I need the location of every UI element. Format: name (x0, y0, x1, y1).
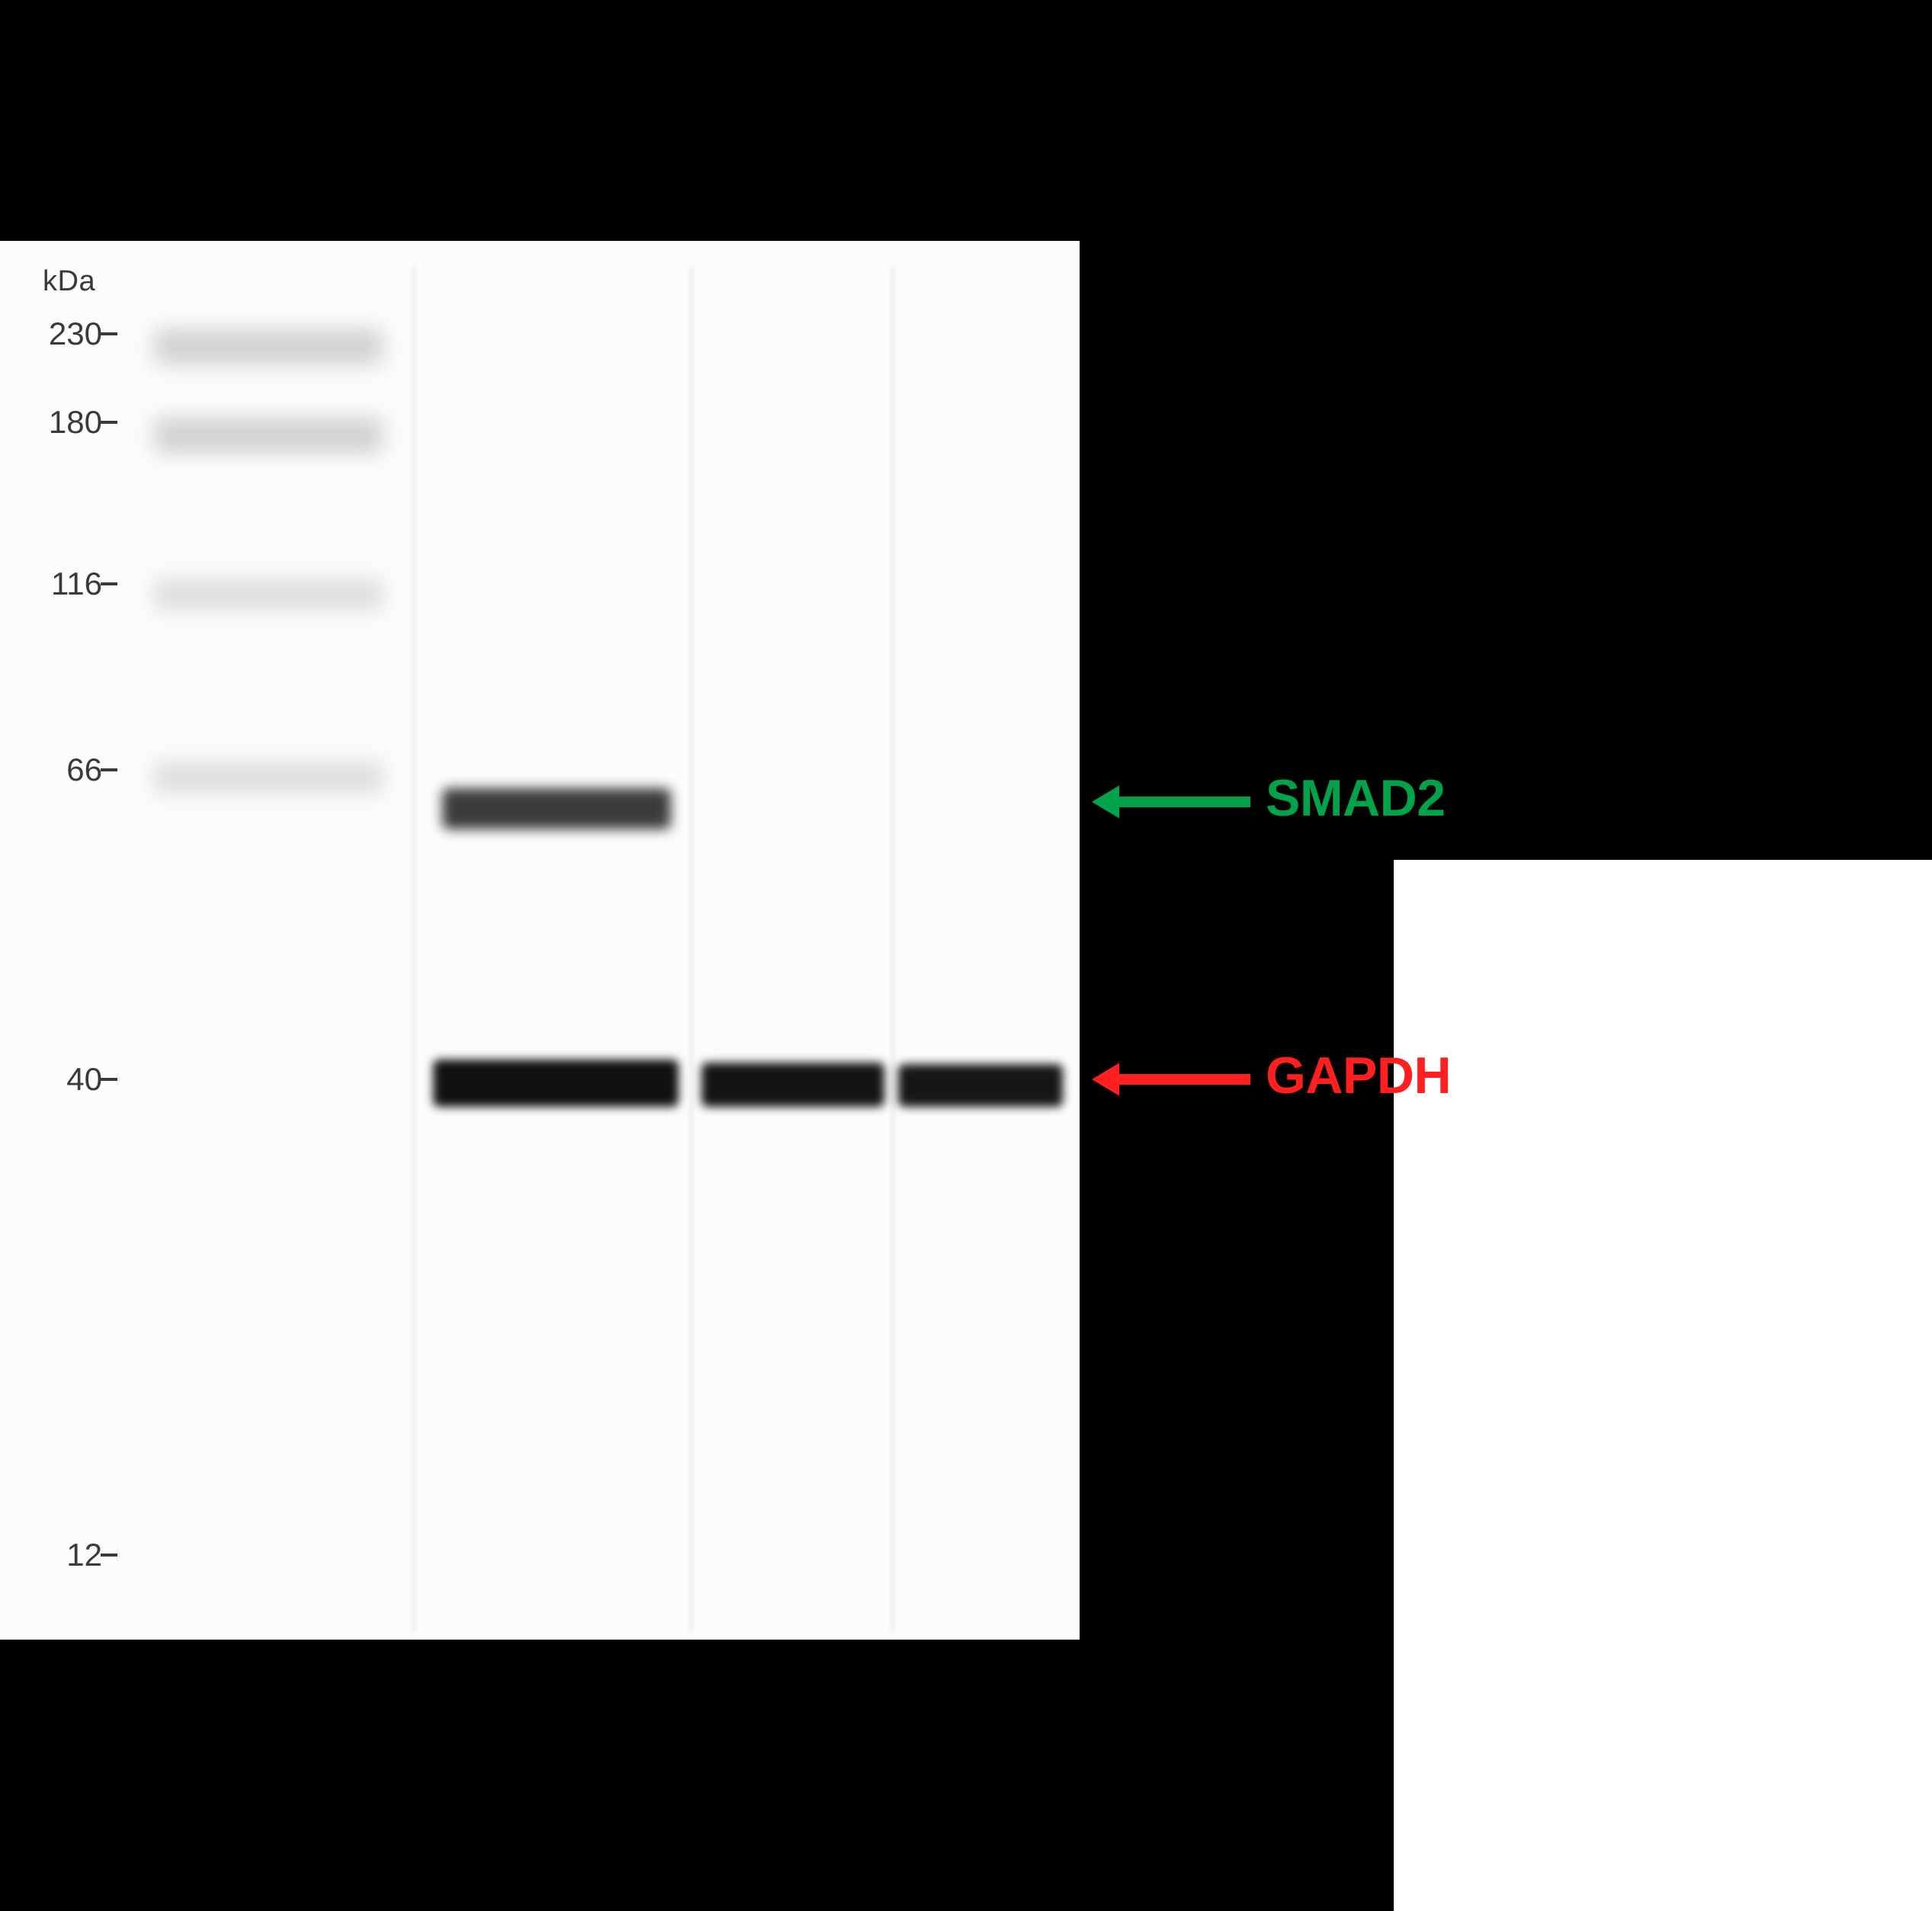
frame-white-region-right (1394, 860, 1932, 1911)
ladder-band-1 (154, 418, 383, 453)
band-gapdh-lane3 (701, 1063, 884, 1107)
mw-tick-180 (101, 421, 117, 424)
annotation-label-smad2: SMAD2 (1266, 768, 1446, 828)
mw-tick-40 (101, 1078, 117, 1081)
lane-separator-2 (691, 267, 692, 1631)
mw-label-230: 230 (47, 316, 102, 352)
ladder-unit-label: kDa (43, 265, 95, 298)
annotation-arrow-gapdh-icon (1061, 1049, 1281, 1110)
band-gapdh-lane2 (433, 1060, 679, 1107)
lane-separator-3 (892, 267, 894, 1631)
ladder-band-3 (154, 762, 383, 793)
mw-label-66: 66 (66, 752, 102, 788)
ladder-band-2 (154, 579, 383, 610)
band-gapdh-lane4 (898, 1064, 1063, 1107)
mw-label-116: 116 (47, 566, 102, 602)
mw-label-40: 40 (66, 1061, 102, 1098)
annotation-label-gapdh: GAPDH (1266, 1046, 1451, 1105)
annotation-arrow-smad2-icon (1061, 771, 1281, 832)
mw-label-12: 12 (66, 1537, 102, 1573)
mw-tick-66 (101, 768, 117, 771)
mw-tick-12 (101, 1553, 117, 1557)
lane-separator-1 (413, 267, 415, 1631)
mw-label-180: 180 (47, 404, 102, 441)
band-smad2-lane2 (442, 788, 671, 829)
ladder-band-0 (154, 329, 383, 364)
mw-tick-116 (101, 582, 117, 585)
mw-tick-230 (101, 332, 117, 335)
